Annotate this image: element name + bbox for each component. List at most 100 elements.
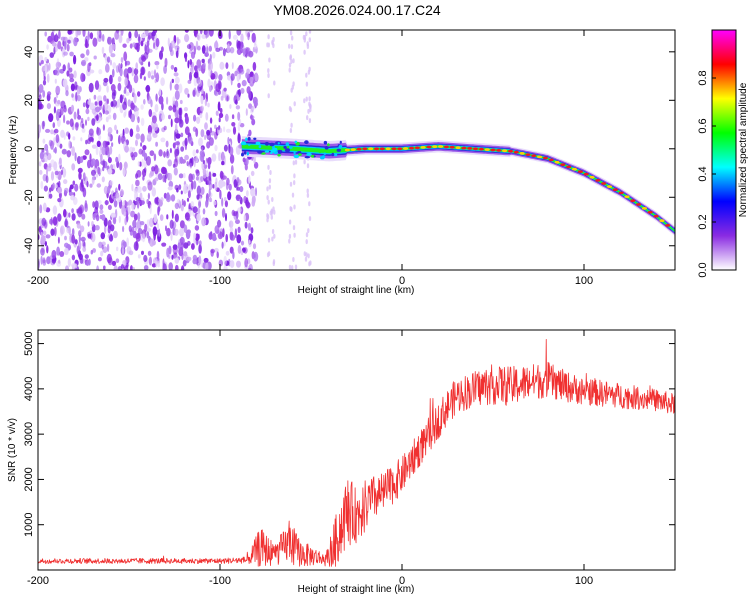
spectrogram-noise-blob	[55, 61, 61, 69]
spectrogram-noise-blob	[249, 76, 254, 84]
colorbar-ticks: 0.0 0.2 0.4 0.6 0.8	[697, 70, 716, 278]
spectrogram-noise-blob	[143, 99, 146, 105]
spectrogram-noise-blob	[251, 118, 256, 126]
spectrogram-noise-blob	[268, 57, 271, 63]
spectrogram-noise-blob	[119, 189, 125, 197]
spectrogram-noise-blob	[39, 204, 43, 214]
spectrogram-noise-blob	[140, 66, 146, 76]
spectrogram-noise-blob	[53, 128, 59, 134]
spectrogram-noise-blob	[141, 250, 144, 255]
spectrogram-noise-blob	[60, 36, 66, 41]
spectrogram-noise-blob	[214, 124, 217, 130]
spectrogram-noise-blob	[77, 115, 82, 120]
spectrogram-noise-blob	[57, 236, 60, 244]
spectrogram-noise-blob	[230, 165, 234, 175]
spectrogram-peak-mark	[496, 149, 502, 152]
spectrogram-peak-mark	[560, 163, 566, 167]
spectrogram-noise-blob	[75, 91, 78, 102]
spectrogram-noise-blob	[155, 37, 160, 48]
spectrogram-noise-blob	[153, 69, 157, 78]
spectrogram-noise-blob	[54, 78, 57, 84]
spectrogram-noise-blob	[174, 141, 180, 146]
spectrogram-noise-blob	[44, 240, 47, 247]
spectrogram-noise-blob	[78, 171, 82, 180]
spectrogram-noise-blob	[135, 197, 141, 202]
spectrogram-noise-blob	[198, 240, 202, 246]
spectrogram-noise-blob	[137, 254, 141, 259]
spectrogram-noise-blob	[96, 30, 100, 36]
spectrogram-noise-blob	[62, 78, 68, 88]
spectrogram-noise-blob	[213, 200, 217, 206]
spectrogram-noise-blob	[200, 176, 204, 182]
spectrogram-noise-blob	[46, 103, 52, 110]
spectrogram-noise-blob	[73, 54, 77, 65]
spectrogram-noise-blob	[59, 251, 65, 257]
spectrogram-noise-blob	[308, 101, 311, 107]
spectrogram-noise-blob	[38, 94, 42, 100]
spectrogram-noise-blob	[62, 179, 68, 185]
spectrogram-noise-blob	[168, 105, 173, 111]
spectrogram-noise-blob	[73, 263, 78, 269]
spectrogram-noise-blob	[308, 96, 311, 102]
spectrogram-noise-blob	[137, 91, 141, 97]
spectrogram-noise-blob	[100, 232, 106, 240]
spectrogram-noise-blob	[129, 128, 134, 137]
spectrogram-noise-blob	[206, 46, 209, 56]
spectrogram-noise-blob	[113, 265, 118, 270]
spectrogram-noise-blob	[217, 101, 221, 112]
spectrogram-noise-blob	[42, 202, 47, 212]
spectrogram-noise-blob	[236, 234, 242, 244]
spectrogram-trace-blob	[339, 140, 342, 144]
spectrogram-noise-blob	[162, 262, 166, 269]
spectrogram-noise-blob	[140, 117, 145, 127]
spectrogram-trace-blob	[277, 153, 281, 157]
spectrogram-noise-blob	[267, 237, 271, 243]
spectrogram-noise-blob	[45, 234, 51, 239]
spectrogram-noise-blob	[223, 255, 227, 266]
spectrogram-noise-blob	[268, 178, 272, 184]
spectrogram-noise-blob	[158, 149, 163, 157]
spectrogram-noise-blob	[289, 55, 292, 61]
spectrogram-noise-blob	[184, 254, 189, 261]
spectrogram-noise-blob	[229, 154, 235, 164]
spectrogram-noise-blob	[94, 101, 98, 106]
spectrogram-noise-blob	[133, 68, 139, 76]
spectrogram-noise-blob	[74, 152, 77, 162]
spectrogram-noise-blob	[147, 181, 153, 191]
spectrogram-trace-blob	[334, 153, 338, 157]
spectrogram-noise-blob	[158, 198, 161, 203]
spectrogram-noise-blob	[96, 183, 102, 188]
spectrogram-noise-blob	[224, 113, 229, 122]
spectrogram-noise-blob	[203, 160, 205, 165]
spectrogram-noise-blob	[197, 262, 200, 269]
spectrogram-x-tick-label: -200	[27, 275, 49, 287]
spectrogram-noise-blob	[273, 80, 276, 86]
spectrogram-noise-blob	[201, 88, 204, 95]
spectrogram-noise-blob	[153, 213, 158, 224]
spectrogram-noise-blob	[268, 184, 271, 190]
spectrogram-noise-blob	[71, 93, 74, 98]
spectrogram-noise-blob	[58, 259, 61, 264]
spectrogram-noise-blob	[158, 228, 161, 237]
spectrogram-noise-blob	[195, 155, 198, 163]
spectrogram-peak-mark	[606, 185, 613, 189]
spectrogram-noise-blob	[226, 95, 229, 102]
spectrogram-noise-blob	[115, 258, 120, 264]
spectrogram-noise-blob	[115, 192, 120, 199]
spectrogram-trace-blob	[285, 142, 290, 147]
spectrogram-noise-blob	[308, 30, 312, 34]
spectrogram-noise-blob	[171, 209, 174, 219]
spectrogram-peak-mark	[408, 146, 415, 150]
spectrogram-noise-blob	[82, 30, 86, 37]
spectrogram-noise-blob	[63, 106, 67, 113]
spectrogram-noise-blob	[153, 122, 159, 131]
spectrogram-noise-blob	[60, 169, 64, 175]
spectrogram-noise-blob	[163, 65, 168, 74]
spectrogram-noise-blob	[106, 85, 109, 93]
spectrogram-noise-blob	[187, 190, 191, 199]
spectrogram-noise-blob	[115, 156, 119, 163]
spectrogram-noise-blob	[174, 257, 180, 264]
spectrogram-noise-blob	[98, 241, 103, 249]
spectrogram-noise-blob	[250, 170, 255, 177]
spectrogram-noise-blob	[52, 216, 58, 226]
